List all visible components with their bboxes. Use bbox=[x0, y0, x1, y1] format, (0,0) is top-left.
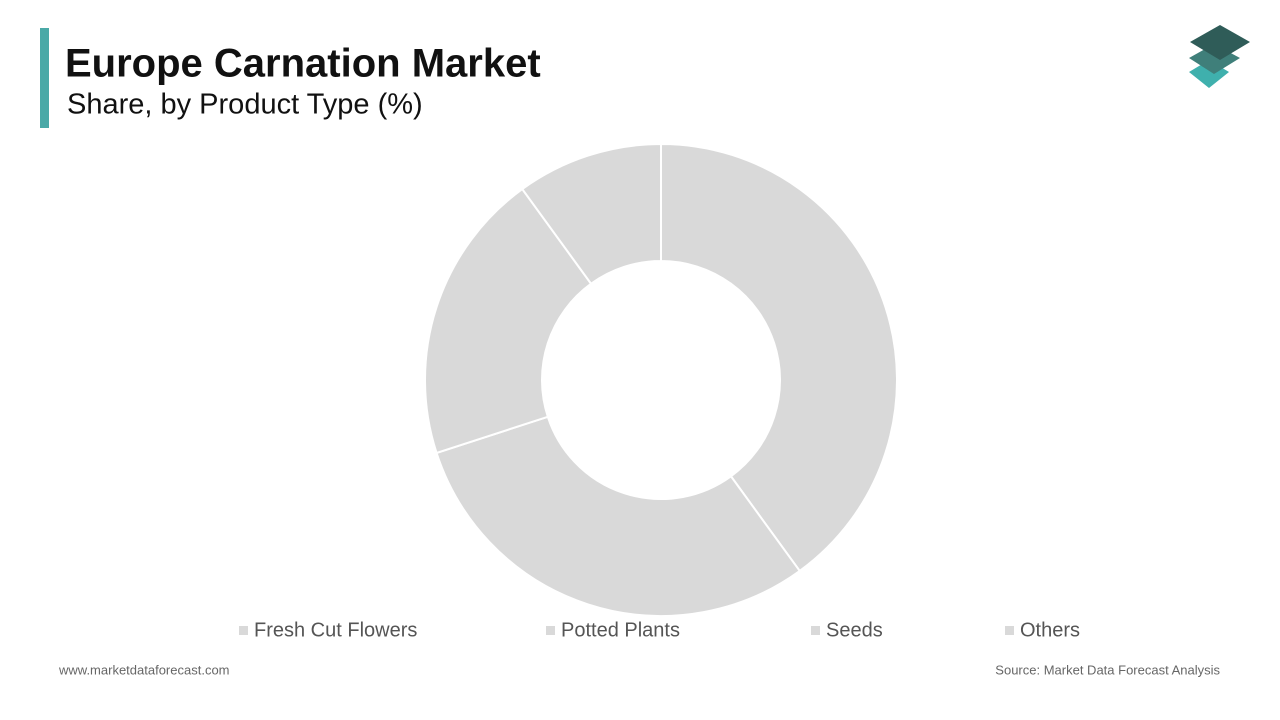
logo bbox=[1189, 25, 1250, 88]
chart-subtitle: Share, by Product Type (%) bbox=[67, 89, 423, 121]
legend-marker bbox=[239, 626, 248, 635]
legend-label: Others bbox=[1020, 619, 1080, 641]
legend-marker bbox=[1005, 626, 1014, 635]
donut-segment bbox=[435, 415, 802, 617]
donut-segment bbox=[520, 142, 662, 286]
legend-label: Fresh Cut Flowers bbox=[254, 619, 417, 641]
source: Source: Market Data Forecast Analysis bbox=[995, 662, 1220, 677]
legend-label: Potted Plants bbox=[561, 619, 680, 641]
legend-label: Seeds bbox=[826, 619, 883, 641]
legend-marker bbox=[546, 626, 555, 635]
chart-title: Europe Carnation Market bbox=[65, 42, 541, 86]
donut-segment bbox=[424, 187, 593, 455]
website: www.marketdataforecast.com bbox=[58, 662, 230, 677]
title-accent bbox=[40, 28, 49, 128]
donut-segment bbox=[660, 142, 898, 573]
legend-marker bbox=[811, 626, 820, 635]
